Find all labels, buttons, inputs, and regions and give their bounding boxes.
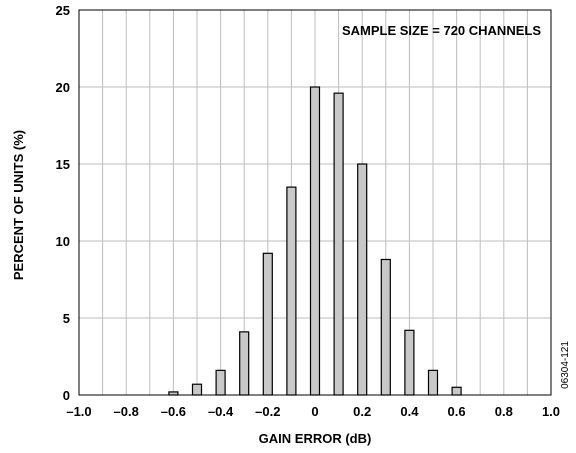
bar	[427, 369, 439, 396]
bar	[262, 252, 273, 396]
x-tick-label: –1.0	[66, 404, 91, 419]
bar	[333, 92, 344, 396]
bar	[309, 86, 321, 396]
plot-frame	[78, 9, 552, 396]
bar	[451, 386, 462, 396]
x-axis-title: GAIN ERROR (dB)	[259, 431, 372, 446]
sample-size-annotation: SAMPLE SIZE = 720 CHANNELS	[342, 23, 541, 38]
x-tick-label: –0.8	[114, 404, 139, 419]
bar	[215, 369, 226, 396]
bar	[191, 383, 203, 396]
bar	[357, 163, 368, 396]
x-tick-label: –0.4	[208, 404, 234, 419]
x-tick-label: 0.6	[448, 404, 466, 419]
x-tick-label: 0.8	[495, 404, 513, 419]
y-tick-labels: 0 5 10 15 20 25	[56, 3, 70, 403]
x-tick-labels: –1.0 –0.8 –0.6 –0.4 –0.2 0 0.2 0.4 0.6 0.8 1.0	[66, 404, 560, 419]
x-tick-label: 1.0	[542, 404, 560, 419]
x-tick-label: 0.2	[353, 404, 371, 419]
x-tick-label: –0.6	[161, 404, 186, 419]
bar	[404, 329, 415, 396]
bar	[286, 186, 297, 396]
y-axis-title: PERCENT OF UNITS (%)	[11, 130, 26, 280]
x-tick-label: 0	[311, 404, 318, 419]
y-tick-label: 25	[56, 3, 70, 18]
bar	[239, 331, 250, 396]
bar	[380, 258, 391, 396]
y-tick-label: 20	[56, 80, 70, 95]
figure-id: 06304-121	[560, 341, 571, 389]
x-tick-label: 0.4	[400, 404, 419, 419]
y-tick-label: 5	[63, 311, 70, 326]
x-tick-label: –0.2	[255, 404, 280, 419]
y-tick-label: 0	[63, 388, 70, 403]
y-tick-label: 10	[56, 234, 70, 249]
y-tick-label: 15	[56, 157, 70, 172]
